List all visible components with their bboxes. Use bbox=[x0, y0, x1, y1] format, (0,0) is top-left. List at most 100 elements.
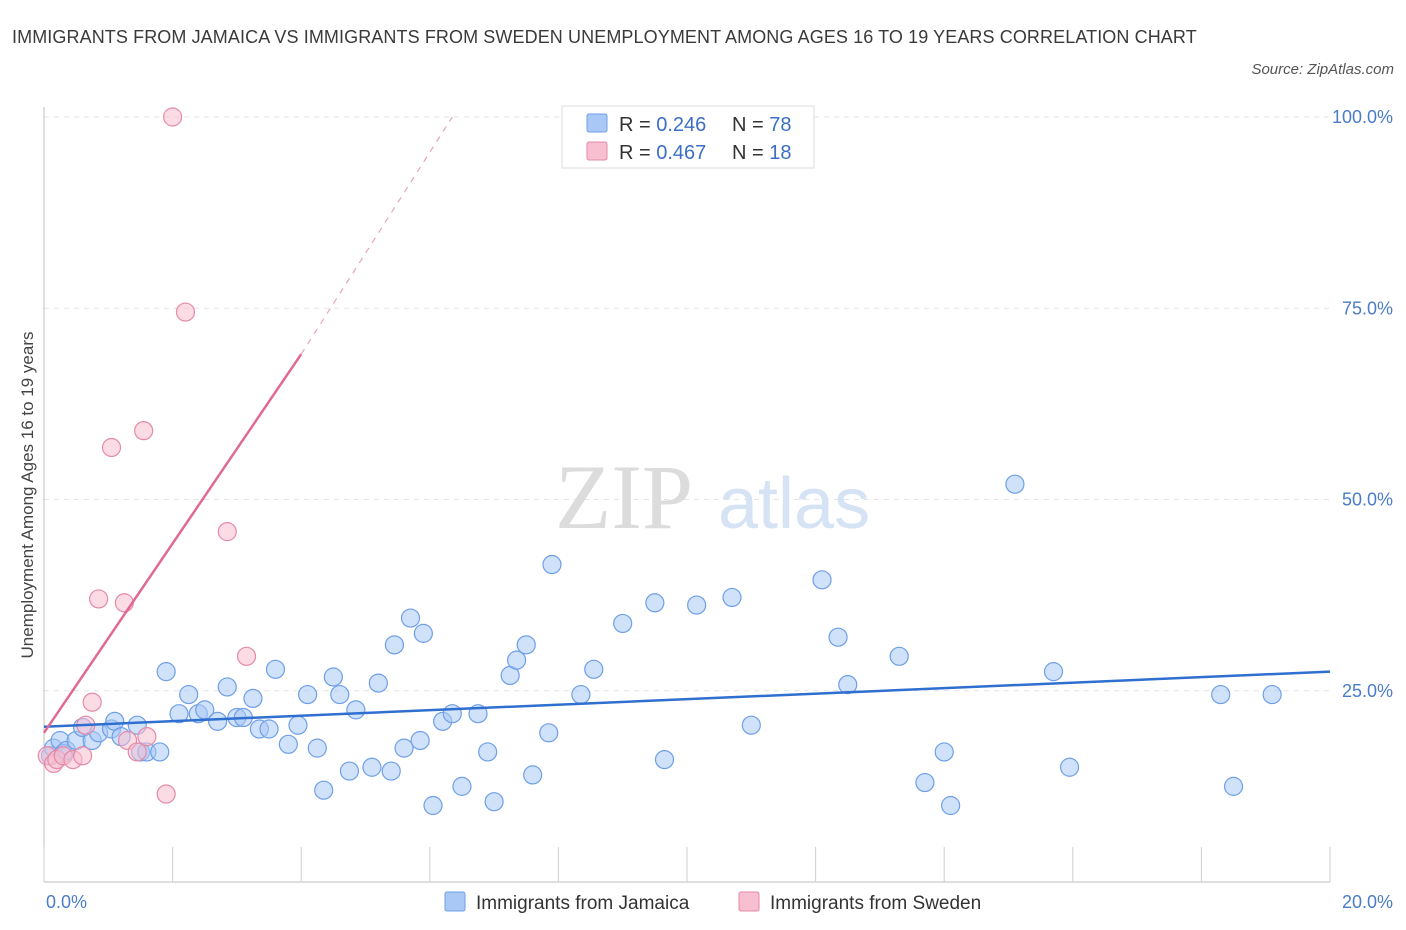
point-series0-31 bbox=[298, 684, 318, 705]
point-series0-35 bbox=[330, 684, 350, 705]
point-series0-22 bbox=[217, 677, 237, 697]
bottom-legend-swatch-sweden bbox=[738, 891, 760, 912]
point-series0-69 bbox=[838, 675, 858, 695]
point-series0-57 bbox=[539, 723, 559, 743]
bottom-legend-label-sweden: Immigrants from Sweden bbox=[770, 893, 981, 914]
legend-bottom: Immigrants from Jamaica Immigrants from … bbox=[444, 891, 981, 914]
point-series0-64 bbox=[687, 595, 707, 615]
legend-r-label-0: R = bbox=[619, 114, 656, 136]
point-series0-75 bbox=[1043, 662, 1064, 682]
point-series0-34 bbox=[323, 667, 343, 687]
legend-r-value-0: 0.246 bbox=[656, 114, 706, 136]
point-series0-38 bbox=[362, 757, 382, 777]
trend-lines bbox=[42, 116, 1331, 734]
point-series0-49 bbox=[452, 776, 472, 796]
point-series0-66 bbox=[741, 715, 761, 735]
point-series0-30 bbox=[288, 715, 308, 735]
point-series0-67 bbox=[812, 570, 832, 590]
trend-line-jamaica bbox=[43, 670, 1331, 728]
point-series0-44 bbox=[410, 730, 430, 751]
point-series1-17 bbox=[175, 302, 196, 322]
svg-text:R = 0.246: R = 0.246 bbox=[619, 114, 706, 136]
point-series0-29 bbox=[278, 734, 298, 754]
point-series0-46 bbox=[423, 795, 443, 816]
point-series1-13 bbox=[134, 421, 154, 441]
chart-title: IMMIGRANTS FROM JAMAICA VS IMMIGRANTS FR… bbox=[12, 27, 1197, 47]
point-series0-76 bbox=[1059, 757, 1080, 777]
x-tick-labels: 0.0% 20.0% bbox=[46, 892, 1393, 912]
legend-n-label-0: N = bbox=[732, 114, 769, 136]
y-tick-label-2: 75.0% bbox=[1342, 298, 1393, 318]
legend-n-value-1: 18 bbox=[769, 142, 791, 164]
point-series0-41 bbox=[384, 635, 405, 655]
point-series0-45 bbox=[413, 623, 433, 643]
x-tick-label-1: 20.0% bbox=[1342, 892, 1393, 912]
y-axis-title: Unemployment Among Ages 16 to 19 years bbox=[18, 332, 37, 659]
point-series1-7 bbox=[82, 692, 102, 712]
svg-text:N = 78: N = 78 bbox=[732, 114, 792, 136]
y-tick-label-3: 100.0% bbox=[1332, 107, 1393, 127]
point-series1-12 bbox=[127, 742, 147, 762]
point-series0-15 bbox=[150, 742, 170, 762]
trend-line-sweden-extension bbox=[300, 116, 453, 355]
point-series0-71 bbox=[915, 772, 935, 793]
legend-r-label-1: R = bbox=[619, 142, 656, 164]
svg-text:N = 18: N = 18 bbox=[732, 142, 792, 164]
legend-n-value-0: 78 bbox=[769, 114, 791, 136]
point-series0-74 bbox=[1005, 474, 1025, 494]
point-series0-56 bbox=[523, 765, 543, 785]
bottom-legend-swatch-jamaica bbox=[444, 891, 466, 912]
legend-swatch-jamaica bbox=[586, 113, 608, 133]
point-series0-73 bbox=[941, 795, 961, 816]
point-series0-17 bbox=[169, 704, 189, 724]
scatter-points bbox=[37, 107, 1282, 816]
point-series1-10 bbox=[114, 593, 134, 613]
point-series0-40 bbox=[381, 761, 401, 781]
svg-text:R = 0.467: R = 0.467 bbox=[619, 142, 706, 164]
point-series0-78 bbox=[1223, 776, 1244, 796]
axes bbox=[43, 107, 1331, 883]
point-series1-18 bbox=[217, 522, 237, 542]
x-tick-label-0: 0.0% bbox=[46, 892, 87, 912]
point-series0-32 bbox=[307, 738, 327, 758]
y-tick-labels: 25.0% 50.0% 75.0% 100.0% bbox=[1332, 107, 1393, 701]
point-series0-37 bbox=[346, 700, 366, 720]
watermark-zip: ZIP bbox=[555, 446, 693, 548]
point-series0-68 bbox=[828, 627, 848, 647]
point-series0-54 bbox=[507, 650, 527, 670]
point-series0-16 bbox=[156, 662, 176, 682]
point-series1-16 bbox=[163, 107, 183, 127]
point-series0-48 bbox=[442, 704, 462, 724]
point-series0-61 bbox=[613, 613, 633, 634]
point-series0-62 bbox=[645, 593, 665, 613]
y-tick-label-1: 50.0% bbox=[1342, 490, 1393, 510]
point-series1-8 bbox=[89, 589, 109, 609]
point-series0-70 bbox=[889, 646, 909, 666]
point-series0-42 bbox=[394, 738, 414, 758]
point-series0-63 bbox=[654, 749, 675, 770]
point-series0-18 bbox=[179, 684, 199, 705]
point-series0-25 bbox=[243, 688, 263, 709]
point-series0-39 bbox=[368, 673, 388, 693]
legend-top: R = 0.246 N = 78 R = 0.467 N = 18 bbox=[561, 105, 815, 169]
point-series0-43 bbox=[400, 608, 421, 628]
point-series0-52 bbox=[484, 792, 504, 812]
point-series1-5 bbox=[72, 746, 93, 766]
source-label: Source: ZipAtlas.com bbox=[1251, 61, 1394, 78]
point-series0-21 bbox=[208, 711, 228, 731]
point-series0-27 bbox=[259, 719, 279, 739]
y-tick-label-0: 25.0% bbox=[1342, 681, 1393, 701]
point-series0-72 bbox=[934, 742, 954, 762]
gridlines bbox=[44, 116, 1330, 692]
point-series1-9 bbox=[101, 437, 122, 458]
point-series0-36 bbox=[339, 761, 360, 781]
point-series0-59 bbox=[571, 684, 591, 705]
point-series0-28 bbox=[265, 659, 286, 679]
point-series0-77 bbox=[1211, 684, 1231, 705]
point-series0-51 bbox=[478, 742, 498, 762]
legend-swatch-sweden bbox=[586, 141, 608, 161]
trend-line-sweden bbox=[42, 353, 303, 734]
watermark-atlas: atlas bbox=[718, 464, 870, 544]
legend-n-label-1: N = bbox=[732, 142, 769, 164]
